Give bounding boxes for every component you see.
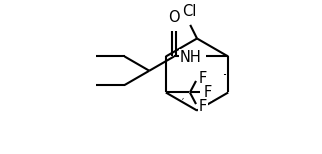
Text: F: F (204, 85, 212, 100)
Text: NH: NH (180, 50, 202, 65)
Text: Cl: Cl (182, 4, 196, 19)
Text: F: F (199, 71, 207, 86)
Text: F: F (199, 99, 207, 114)
Text: O: O (168, 10, 180, 25)
